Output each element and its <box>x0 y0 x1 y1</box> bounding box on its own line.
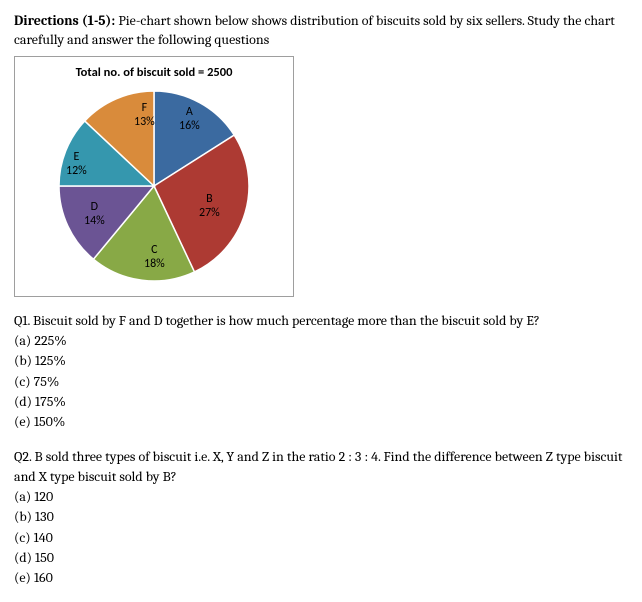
pie-label-a: A16% <box>179 106 200 134</box>
pie-label-name: D <box>84 201 105 215</box>
question-2: Q2. B sold three types of biscuit i.e. X… <box>14 447 628 589</box>
pie-label-d: D14% <box>84 201 105 229</box>
q1-stem: Q1. Biscuit sold by F and D together is … <box>14 311 628 331</box>
q2-stem: Q2. B sold three types of biscuit i.e. X… <box>14 447 628 488</box>
pie-label-value: 14% <box>84 215 105 229</box>
pie-label-c: C18% <box>144 244 165 272</box>
q1-option-b: (b) 125% <box>14 351 628 371</box>
q1-option-d: (d) 175% <box>14 392 628 412</box>
directions-heading: Directions (1-5): <box>14 12 115 29</box>
pie-label-b: B27% <box>199 193 220 221</box>
pie-label-name: A <box>179 106 200 120</box>
pie-label-name: C <box>144 244 165 258</box>
q1-option-a: (a) 225% <box>14 331 628 351</box>
q1-options: (a) 225% (b) 125% (c) 75% (d) 175% (e) 1… <box>14 331 628 432</box>
q2-option-a: (a) 120 <box>14 487 628 507</box>
q2-options: (a) 120 (b) 130 (c) 140 (d) 150 (e) 160 <box>14 487 628 588</box>
q2-option-b: (b) 130 <box>14 507 628 527</box>
q2-option-d: (d) 150 <box>14 548 628 568</box>
pie-chart: A16% B27% C18% D14% E12% F13% <box>54 86 254 286</box>
directions-block: Directions (1-5): Pie-chart shown below … <box>14 12 628 50</box>
pie-label-value: 27% <box>199 207 220 221</box>
q2-option-e: (e) 160 <box>14 568 628 588</box>
pie-chart-title: Total no. of biscuit sold = 2500 <box>19 65 289 80</box>
pie-chart-container: Total no. of biscuit sold = 2500 A16% B27… <box>14 56 294 297</box>
pie-label-value: 18% <box>144 258 165 272</box>
pie-label-e: E12% <box>66 151 87 179</box>
pie-label-f: F13% <box>134 102 155 130</box>
q2-option-c: (c) 140 <box>14 528 628 548</box>
pie-label-value: 16% <box>179 120 200 134</box>
q1-option-e: (e) 150% <box>14 412 628 432</box>
pie-label-name: F <box>134 102 155 116</box>
pie-label-value: 12% <box>66 165 87 179</box>
pie-label-name: B <box>199 193 220 207</box>
pie-label-name: E <box>66 151 87 165</box>
q1-option-c: (c) 75% <box>14 372 628 392</box>
question-1: Q1. Biscuit sold by F and D together is … <box>14 311 628 433</box>
pie-label-value: 13% <box>134 116 155 130</box>
